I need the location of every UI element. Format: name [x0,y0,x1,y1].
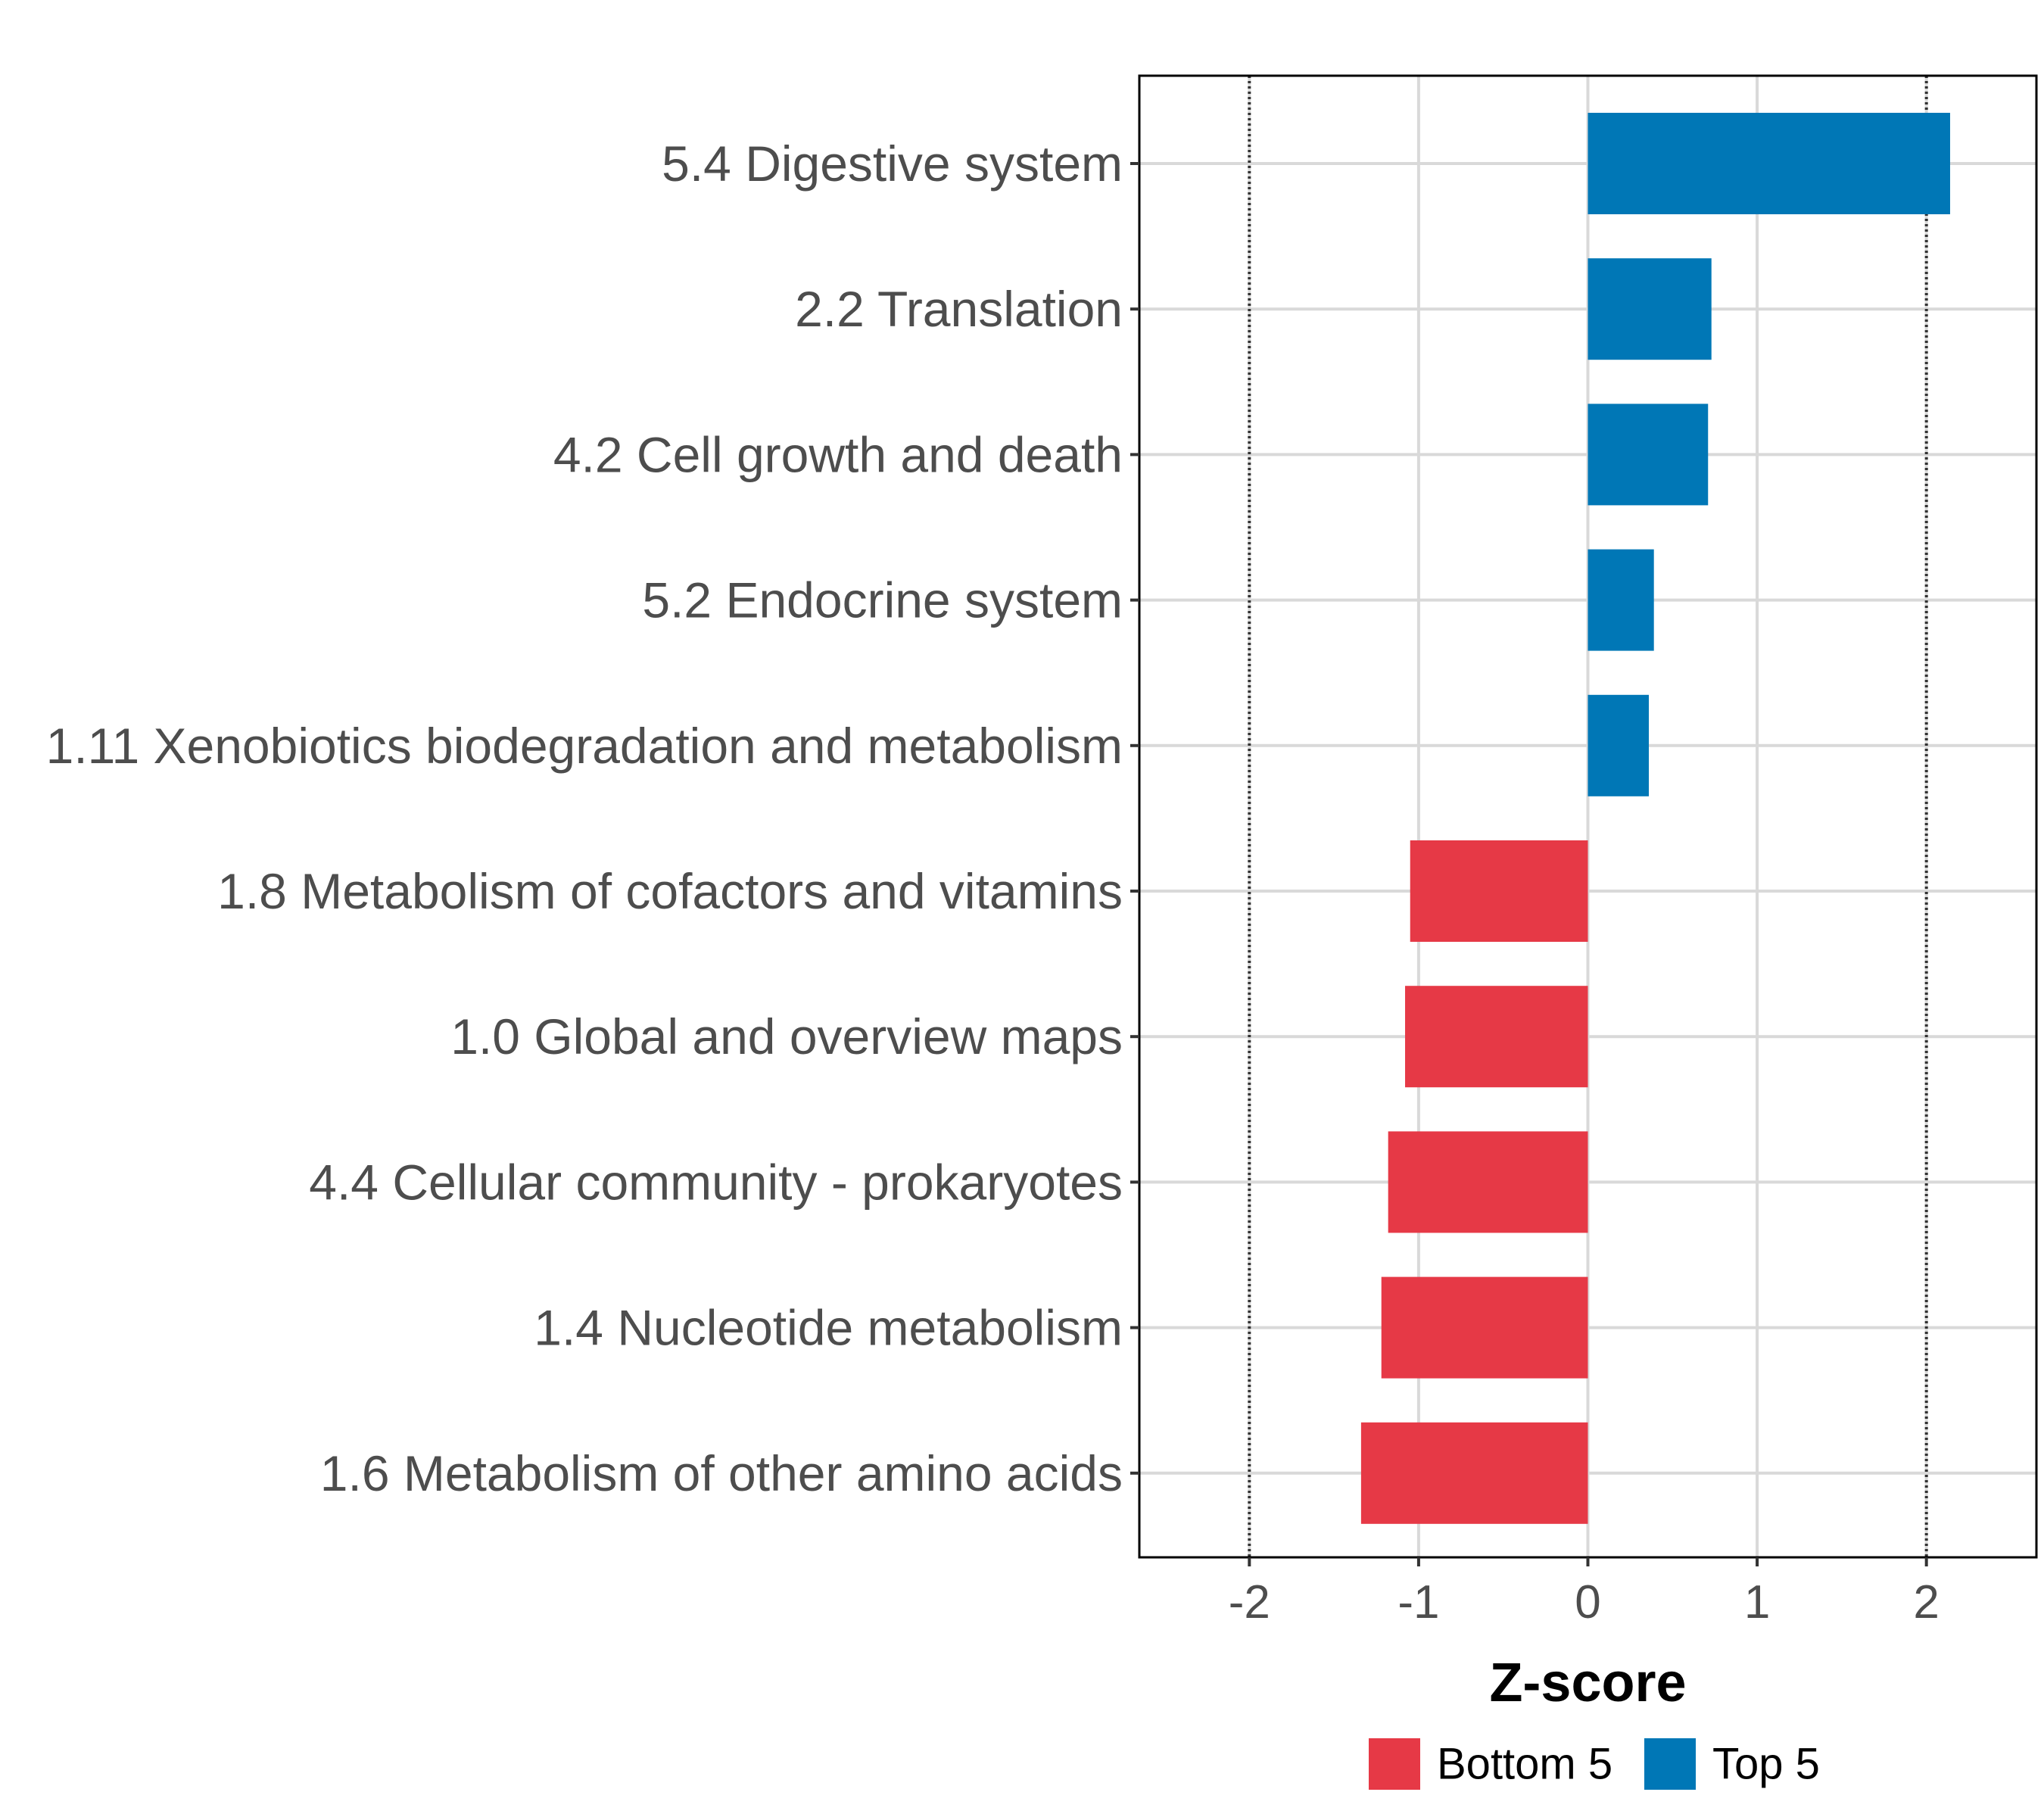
y-tick-label: 1.0 Global and overview maps [450,1008,1123,1064]
legend-label: Bottom 5 [1437,1740,1612,1789]
bar [1410,840,1588,942]
bar [1588,113,1950,214]
legend-key [1644,1738,1696,1790]
bar [1381,1276,1588,1379]
x-tick-label: 1 [1744,1576,1770,1628]
legend: Bottom 5 Top 5 [1369,1738,1820,1790]
y-tick-label: 2.2 Translation [795,281,1123,337]
y-tick-label: 5.4 Digestive system [662,136,1123,192]
y-tick-label: 1.6 Metabolism of other amino acids [320,1445,1123,1501]
x-tick-label: -2 [1229,1576,1270,1628]
x-tick-label: 0 [1575,1576,1600,1628]
y-tick-label: 1.8 Metabolism of cofactors and vitamins [217,863,1123,919]
bar [1388,1131,1588,1233]
y-tick-label: 1.11 Xenobiotics biodegradation and meta… [46,718,1123,774]
bar [1588,404,1709,506]
y-tick-label: 1.4 Nucleotide metabolism [534,1300,1123,1356]
bar [1588,258,1712,360]
legend-label: Top 5 [1712,1740,1820,1789]
legend-key [1369,1738,1420,1790]
x-tick-label: -1 [1397,1576,1439,1628]
bar [1360,1422,1588,1524]
y-axis: 5.4 Digestive system 2.2 Translation 4.2 C… [46,136,1139,1501]
bars [1360,113,1950,1524]
y-tick-label: 5.2 Endocrine system [642,572,1123,628]
x-axis: -2 -1 0 1 2 [1229,1557,1940,1628]
x-axis-title: Z-score [1489,1653,1686,1713]
x-tick-label: 2 [1913,1576,1939,1628]
bar [1405,986,1588,1088]
bar [1588,549,1654,651]
y-tick-label: 4.4 Cellular community - prokaryotes [309,1154,1123,1210]
bar [1588,694,1649,796]
y-tick-label: 4.2 Cell growth and death [553,426,1123,482]
